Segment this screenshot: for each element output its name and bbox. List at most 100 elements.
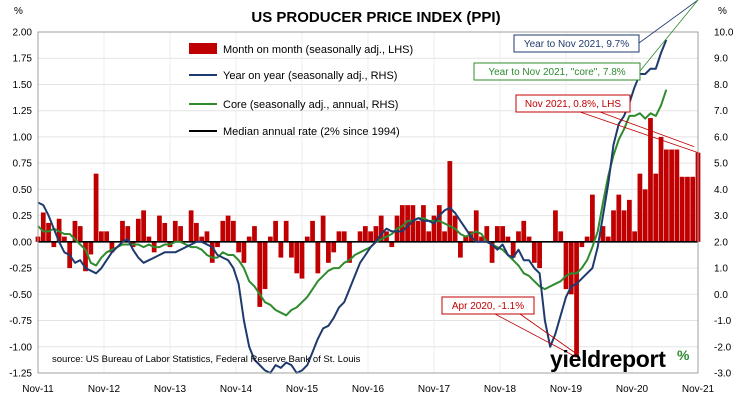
annotation-leader-line: [519, 313, 579, 356]
left-axis-tick-label: -0.75: [9, 316, 32, 327]
bar-month-on-month: [590, 194, 595, 242]
bar-month-on-month: [40, 212, 46, 242]
left-axis-tick-label: -0.25: [9, 264, 32, 275]
brand-text: yieldreport: [550, 346, 666, 372]
bar-month-on-month: [584, 236, 590, 242]
right-axis-tick-label: 4.0: [714, 185, 728, 196]
bar-month-on-month: [447, 161, 453, 242]
bar-month-on-month: [389, 241, 395, 248]
annotation-label: Apr 2020, -1.1%: [452, 301, 524, 312]
bar-month-on-month: [426, 231, 432, 242]
left-axis-unit: %: [14, 6, 23, 17]
bar-month-on-month: [558, 231, 564, 242]
bar-month-on-month: [225, 215, 231, 242]
plot-frame: [37, 31, 699, 374]
bar-month-on-month: [663, 149, 669, 242]
bar-month-on-month: [373, 226, 379, 242]
bar-month-on-month: [109, 241, 115, 253]
x-axis-tick-label: Nov-21: [682, 384, 715, 395]
bar-month-on-month: [104, 231, 110, 242]
right-axis-tick-label: 6.0: [714, 132, 728, 143]
bar-month-on-month: [489, 241, 495, 263]
bar-month-on-month: [172, 220, 178, 242]
x-axis-tick-label: Nov-12: [88, 384, 121, 395]
legend-label: Month on month (seasonally adj., LHS): [223, 44, 413, 56]
bar-month-on-month: [479, 236, 484, 242]
annotation-box: [515, 94, 631, 113]
bar-month-on-month: [331, 241, 337, 253]
line-core-annual: [37, 89, 668, 317]
legend-label: Core (seasonally adj., annual, RHS): [223, 99, 398, 111]
bar-month-on-month: [600, 226, 606, 242]
right-axis-unit: %: [718, 6, 727, 17]
bar-month-on-month: [537, 241, 542, 269]
bar-month-on-month: [500, 226, 506, 242]
bar-month-on-month: [626, 199, 632, 242]
left-axis-ticks: 2.00 1.75 1.50 1.25 1.00 0.75 0.50 0.25 0.00 -0.2…: [9, 28, 32, 380]
brand-logo: yieldreport %: [550, 346, 690, 372]
bar-month-on-month: [505, 236, 511, 242]
bar-month-on-month: [304, 236, 310, 242]
bar-month-on-month: [220, 220, 226, 242]
bar-month-on-month: [526, 236, 532, 242]
bar-month-on-month: [273, 220, 278, 242]
annotation-box: [441, 296, 535, 315]
line-year-on-year: [37, 39, 668, 374]
bar-month-on-month: [637, 173, 643, 242]
left-axis-tick-label: 0.25: [13, 211, 33, 222]
bar-month-on-month: [215, 241, 220, 248]
bar-month-on-month: [658, 136, 664, 242]
bar-month-on-month: [405, 205, 410, 242]
left-axis-tick-label: 0.00: [13, 237, 33, 248]
bar-month-on-month: [463, 236, 469, 242]
right-axis-tick-label: 1.0: [714, 264, 728, 275]
bar-month-on-month: [267, 236, 273, 242]
bar-month-on-month: [146, 236, 152, 242]
annotation-box: [513, 34, 640, 53]
bar-month-on-month: [473, 210, 479, 242]
bar-month-on-month: [642, 189, 648, 242]
bar-month-on-month: [315, 241, 321, 274]
bar-month-on-month: [46, 222, 51, 242]
bar-month-on-month: [347, 241, 352, 263]
bar-month-on-month: [98, 231, 104, 242]
left-axis-tick-label: -1.25: [9, 369, 32, 380]
bar-month-on-month: [362, 226, 368, 242]
right-axis-tick-label: 2.0: [714, 237, 728, 248]
x-axis-tick-label: Nov-16: [352, 384, 385, 395]
annotation-label: Year to Nov 2021, 9.7%: [524, 39, 629, 50]
bar-month-on-month: [204, 231, 210, 242]
annotation-leader-line: [638, 0, 699, 44]
bar-month-on-month: [674, 149, 680, 242]
annotations: Year to Nov 2021, 9.7% Year to Nov 2021, …: [441, 0, 699, 358]
bar-month-on-month: [246, 236, 252, 242]
left-axis-tick-label: -0.50: [9, 290, 32, 301]
bar-month-on-month: [458, 241, 463, 258]
bar-month-on-month: [336, 231, 342, 242]
bar-month-on-month: [685, 176, 690, 242]
left-axis-tick-label: 1.25: [13, 106, 33, 117]
bar-month-on-month: [563, 241, 569, 290]
bar-month-on-month: [368, 231, 374, 242]
bar-month-on-month: [568, 241, 574, 295]
left-axis-tick-label: 1.00: [13, 132, 33, 143]
bar-month-on-month: [77, 226, 83, 242]
bar-month-on-month: [310, 220, 315, 242]
legend-swatch-bar: [189, 43, 217, 54]
bar-month-on-month: [611, 210, 616, 242]
bar-month-on-month: [252, 226, 257, 242]
bar-month-on-month: [521, 220, 527, 242]
right-axis-tick-label: 7.0: [714, 106, 728, 117]
bar-month-on-month: [125, 226, 131, 242]
bar-month-on-month: [436, 205, 442, 242]
right-axis-tick-label: 0.0: [714, 290, 728, 301]
bar-month-on-month: [341, 231, 347, 242]
bar-month-on-month: [230, 220, 236, 242]
bar-month-on-month: [141, 210, 146, 242]
bar-month-on-month: [648, 118, 653, 242]
right-axis-tick-label: 8.0: [714, 80, 728, 91]
x-axis-tick-label: Nov-13: [154, 384, 187, 395]
legend-label: Median annual rate (2% since 1994): [223, 126, 400, 138]
x-axis-tick-label: Nov-18: [484, 384, 517, 395]
